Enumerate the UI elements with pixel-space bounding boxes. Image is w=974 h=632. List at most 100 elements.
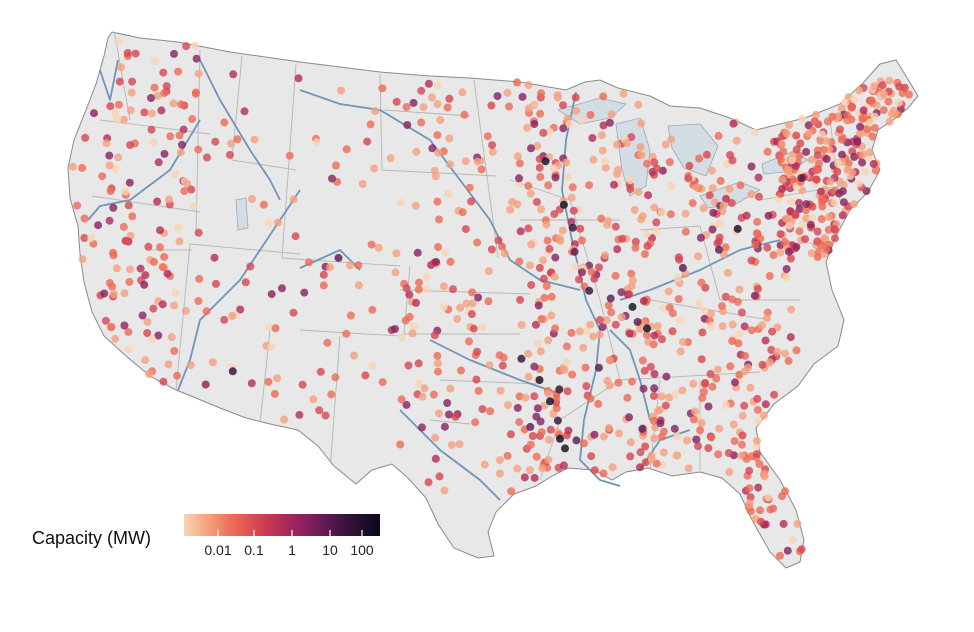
plant-point	[652, 227, 661, 236]
plant-point	[764, 493, 773, 502]
plant-point	[109, 290, 118, 298]
plant-point	[539, 128, 548, 137]
plant-point	[679, 338, 688, 347]
plant-point	[397, 333, 406, 342]
plant-point	[807, 249, 816, 258]
plant-point	[119, 222, 128, 231]
plant-point	[124, 201, 133, 210]
plant-point	[227, 139, 236, 148]
plant-point	[670, 424, 679, 433]
plant-point	[628, 302, 637, 311]
plant-point	[594, 363, 603, 372]
plant-point	[637, 151, 646, 160]
plant-point	[337, 86, 346, 95]
plant-point	[555, 234, 564, 243]
plant-point	[665, 393, 673, 402]
plant-point	[445, 410, 453, 419]
plant-point	[537, 205, 546, 214]
plant-point	[585, 261, 594, 270]
plant-point	[429, 390, 438, 399]
plant-point	[526, 422, 535, 431]
plant-point	[763, 147, 772, 156]
plant-point	[544, 455, 553, 464]
plant-point	[106, 102, 115, 111]
plant-point	[707, 321, 716, 330]
plant-point	[590, 430, 599, 439]
plant-point	[374, 243, 383, 252]
plant-point	[668, 327, 677, 336]
plant-point	[166, 132, 175, 141]
plant-point	[782, 273, 791, 282]
plant-point	[788, 156, 796, 165]
plant-point	[304, 258, 313, 267]
plant-point	[319, 281, 328, 290]
plant-point	[147, 94, 155, 102]
plant-point	[715, 424, 724, 433]
legend-tick-10: 10	[322, 542, 338, 558]
state-border	[329, 335, 341, 471]
plant-point	[229, 70, 238, 79]
river	[609, 329, 651, 421]
plant-point	[174, 223, 183, 232]
state-border	[569, 199, 601, 301]
plant-point	[633, 318, 642, 326]
plant-point	[651, 423, 660, 432]
plant-point	[273, 218, 282, 227]
plant-point	[681, 209, 690, 218]
plant-point	[602, 316, 611, 325]
plant-point	[486, 407, 495, 416]
plant-point	[838, 150, 846, 159]
plant-point	[555, 385, 564, 394]
plant-point	[734, 339, 743, 348]
plant-point	[404, 361, 413, 370]
plant-point	[211, 137, 220, 146]
plant-point	[527, 240, 536, 249]
plant-point	[468, 288, 477, 297]
plant-point	[160, 149, 169, 158]
plant-point	[233, 135, 242, 144]
plant-point	[225, 150, 234, 159]
plant-point	[115, 100, 123, 109]
plant-point	[683, 436, 691, 445]
plant-point	[618, 234, 627, 243]
plant-point	[537, 428, 546, 437]
plant-point	[114, 153, 123, 162]
plant-point	[458, 88, 467, 97]
plant-point	[769, 251, 778, 260]
plant-point	[153, 91, 162, 100]
plant-point	[704, 402, 713, 411]
plant-point	[878, 81, 887, 90]
plant-point	[523, 123, 532, 132]
plant-point	[465, 183, 474, 192]
plant-point	[515, 257, 524, 266]
plant-point	[397, 395, 406, 404]
plant-point	[588, 134, 597, 142]
plant-point	[655, 406, 664, 414]
plant-point	[549, 164, 558, 173]
plant-point	[753, 217, 762, 226]
plant-point	[551, 173, 560, 182]
plant-point	[332, 161, 340, 170]
plant-point	[753, 284, 762, 293]
plant-point	[708, 382, 717, 391]
plant-point	[513, 403, 522, 412]
plant-point	[725, 468, 734, 476]
plant-point	[124, 328, 133, 336]
plant-point	[539, 256, 548, 265]
plant-point	[694, 442, 702, 451]
plant-point	[590, 466, 599, 475]
plant-point	[160, 89, 169, 98]
plant-point	[537, 89, 546, 98]
plant-point	[368, 305, 377, 314]
plant-point	[646, 362, 655, 371]
plant-point	[521, 393, 530, 402]
plant-point	[126, 265, 134, 274]
plant-point	[650, 384, 659, 393]
plant-point	[589, 155, 598, 164]
plant-point	[779, 147, 788, 156]
plant-point	[855, 86, 864, 95]
plant-point	[627, 269, 636, 278]
plant-point	[435, 472, 444, 481]
plant-point	[806, 220, 815, 229]
plant-point	[587, 268, 596, 276]
